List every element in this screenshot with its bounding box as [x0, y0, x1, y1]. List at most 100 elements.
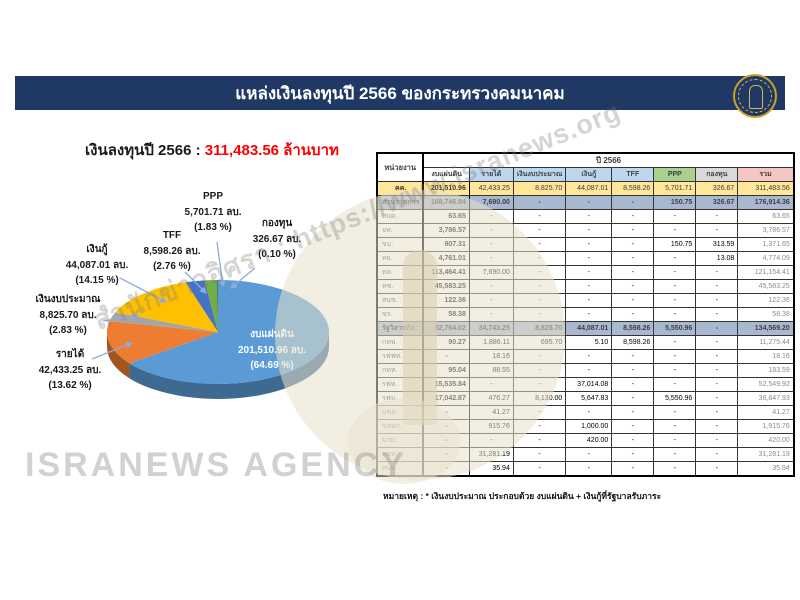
table-cell: -: [512, 195, 567, 210]
row-label: รฟท.: [376, 377, 425, 392]
table-cell: -: [611, 433, 655, 448]
row-label: ขบ.: [376, 237, 425, 252]
table-cell: 121,154.41: [737, 265, 795, 280]
table-cell: 113,464.41: [422, 265, 470, 280]
table-column-headers: งบแผ่นดิน รายได้ เงินงบประมาณ เงินกู้ TFF PPP…: [377, 167, 795, 182]
title-bar: แหล่งเงินลงทุนปี 2566 ของกระทรวงคมนาคม: [15, 76, 785, 110]
table-cell: -: [512, 349, 567, 364]
table-cell: -: [565, 405, 613, 420]
table-cell: -: [695, 377, 739, 392]
table-cell: -: [422, 447, 470, 462]
row-label: รฟฟท.: [376, 349, 425, 364]
row-label: ทอท.: [376, 447, 425, 462]
table-cell: -: [565, 237, 613, 252]
table-cell: -: [565, 209, 613, 224]
table-cell: 41.27: [468, 405, 514, 420]
pie-label-tff: TFF 8,598.26 ลบ. (2.76 %): [143, 230, 201, 272]
table-row: กทพ. 90.27 1,886.11 695.70 5.10 8,598.26- -11,…: [376, 335, 795, 350]
row-label: รฟม.: [376, 391, 425, 406]
table-row: รัฐวิสาหกิจ 32,764.02 34,743.25 8,825.70 44,…: [376, 321, 795, 336]
table-header-unit: หน่วยงาน: [376, 152, 425, 182]
table-cell: 88.55: [468, 363, 514, 378]
table-cell: 90.27: [422, 335, 470, 350]
column-header: รายได้: [468, 167, 514, 182]
table-cell: -: [653, 293, 697, 308]
column-header: TFF: [611, 167, 655, 182]
table-cell: -: [611, 265, 655, 280]
table-cell: -: [468, 223, 514, 238]
table-cell: 1,371.65: [737, 237, 795, 252]
table-cell: -: [512, 237, 567, 252]
pie-label-revenue: รายได้ 42,433.25 ลบ. (13.62 %): [38, 349, 102, 391]
table-cell: -: [565, 461, 613, 476]
table-cell: 95.04: [422, 363, 470, 378]
table-cell: -: [611, 419, 655, 434]
table-row: ทอท. -31,281.19- - - - -31,281.19: [376, 447, 795, 462]
table-cell: -: [611, 377, 655, 392]
column-header: กองทุน: [695, 167, 739, 182]
table-cell: -: [653, 335, 697, 350]
table-cell: -: [695, 321, 739, 336]
pie-label-budget: เงินงบประมาณ 8,825.70 ลบ. (2.83 %): [35, 294, 101, 336]
table-cell: -: [611, 447, 655, 462]
table-cell: 42,433.25: [468, 181, 514, 196]
table-cell: 8,598.26: [611, 181, 655, 196]
row-label: บวท.: [376, 433, 425, 448]
table-cell: 313.59: [695, 237, 739, 252]
column-header: เงินกู้: [565, 167, 613, 182]
table-cell: -: [468, 279, 514, 294]
chart-title-label: เงินลงทุนปี 2566 :: [85, 142, 201, 159]
table-cell: -: [695, 419, 739, 434]
watermark-agency-text: ISRANEWS AGENCY: [25, 446, 407, 484]
row-label: ทช.: [376, 279, 425, 294]
table-cell: -: [512, 433, 567, 448]
row-label: กทพ.: [376, 335, 425, 350]
table-cell: -: [468, 433, 514, 448]
row-label: กทท.: [376, 363, 425, 378]
table-cell: 1,886.11: [468, 335, 514, 350]
table-cell: 1,915.76: [737, 419, 795, 434]
table-cell: -: [695, 433, 739, 448]
column-header: รวม: [737, 167, 795, 182]
table-cell: 134,569.20: [737, 321, 795, 336]
table-cell: 5,647.83: [565, 391, 613, 406]
table-cell: 45,583.25: [737, 279, 795, 294]
table-row: สปค. 63.65- - - - - -63.65: [376, 209, 795, 224]
table-cell: -: [695, 349, 739, 364]
table-cell: 35.94: [468, 461, 514, 476]
table-cell: -: [611, 293, 655, 308]
pie-slice-รายได้: [107, 321, 218, 364]
table-cell: 5,550.96: [653, 321, 697, 336]
table-cell: -: [512, 251, 567, 266]
table-cell: -: [565, 265, 613, 280]
table-cell: 45,583.25: [422, 279, 470, 294]
table-row: รฟม. 17,042.87 476.27 8,130.00 5,647.83-5,55…: [376, 391, 795, 406]
column-header: PPP: [653, 167, 697, 182]
table-row: สนข. 122.36- - - - - -122.36: [376, 293, 795, 308]
pie-slice-PPP: [204, 280, 218, 332]
row-label: ขร.: [376, 307, 425, 322]
table-cell: -: [611, 195, 655, 210]
table-cell: -: [653, 377, 697, 392]
table-cell: -: [611, 363, 655, 378]
table-cell: -: [468, 293, 514, 308]
table-cell: -: [695, 307, 739, 322]
table-cell: -: [468, 209, 514, 224]
table-cell: 907.31: [422, 237, 470, 252]
table-cell: -: [653, 447, 697, 462]
page-title: แหล่งเงินลงทุนปี 2566 ของกระทรวงคมนาคม: [235, 83, 565, 103]
table-cell: -: [565, 251, 613, 266]
table-row: รฟฟท. -18.16- - - - -18.16: [376, 349, 795, 364]
table-cell: -: [611, 461, 655, 476]
table-row: กทท. 95.04 88.55- - - - -183.59: [376, 363, 795, 378]
table-cell: 168,746.94: [422, 195, 470, 210]
table-cell: -: [468, 307, 514, 322]
table-cell: -: [653, 405, 697, 420]
table-cell: 915.76: [468, 419, 514, 434]
table-cell: -: [512, 419, 567, 434]
table-cell: 58.38: [422, 307, 470, 322]
table-cell: -: [611, 307, 655, 322]
column-header: เงินงบประมาณ: [512, 167, 567, 182]
table-cell: -: [565, 223, 613, 238]
table-cell: 58.38: [737, 307, 795, 322]
